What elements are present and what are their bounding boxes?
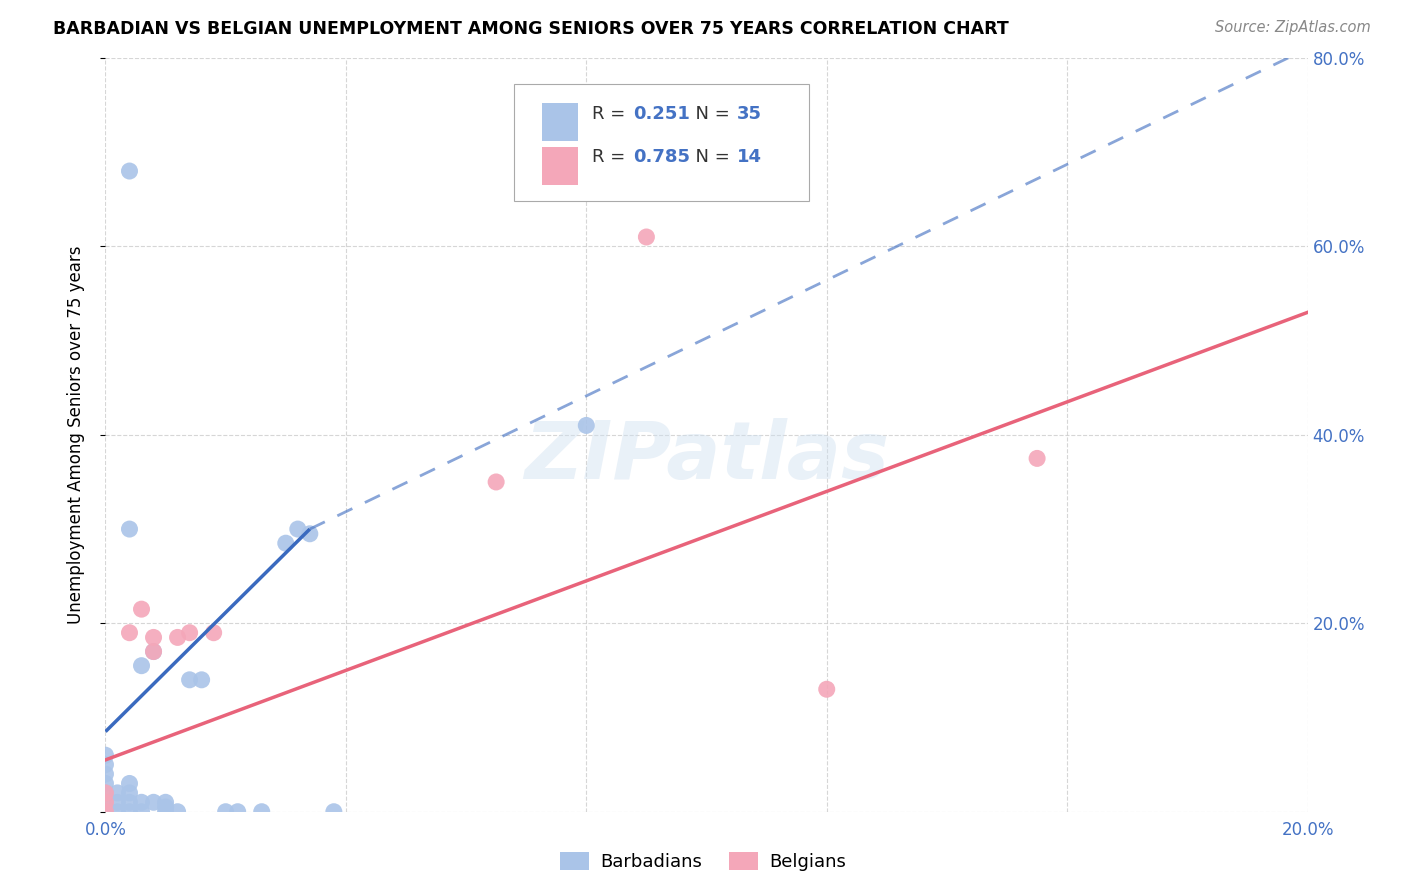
Point — [94, 748, 117, 763]
Point — [118, 805, 141, 819]
Text: Source: ZipAtlas.com: Source: ZipAtlas.com — [1215, 20, 1371, 35]
Point — [142, 644, 165, 658]
Point — [107, 795, 129, 809]
Point — [118, 522, 141, 536]
Point — [142, 644, 165, 658]
Point — [131, 658, 153, 673]
Point — [226, 805, 249, 819]
Point — [179, 625, 201, 640]
Point — [131, 602, 153, 616]
Point — [94, 805, 117, 819]
Point — [94, 776, 117, 790]
Y-axis label: Unemployment Among Seniors over 75 years: Unemployment Among Seniors over 75 years — [66, 245, 84, 624]
Point — [94, 786, 117, 800]
Text: BARBADIAN VS BELGIAN UNEMPLOYMENT AMONG SENIORS OVER 75 YEARS CORRELATION CHART: BARBADIAN VS BELGIAN UNEMPLOYMENT AMONG … — [53, 20, 1010, 37]
Point — [94, 795, 117, 809]
FancyBboxPatch shape — [541, 103, 578, 141]
Text: N =: N = — [683, 104, 735, 123]
Point — [274, 536, 297, 550]
Point — [636, 230, 658, 244]
Point — [131, 805, 153, 819]
Point — [322, 805, 344, 819]
Point — [485, 475, 508, 489]
FancyBboxPatch shape — [541, 147, 578, 185]
Point — [118, 625, 141, 640]
Point — [214, 805, 236, 819]
Point — [94, 795, 117, 809]
Point — [155, 805, 177, 819]
Text: 35: 35 — [737, 104, 762, 123]
Point — [155, 795, 177, 809]
FancyBboxPatch shape — [515, 85, 808, 202]
Text: R =: R = — [592, 104, 631, 123]
Text: 14: 14 — [737, 148, 762, 167]
Point — [107, 786, 129, 800]
Point — [287, 522, 309, 536]
Point — [155, 800, 177, 814]
Point — [142, 795, 165, 809]
Point — [94, 805, 117, 819]
Point — [166, 805, 188, 819]
Legend: Barbadians, Belgians: Barbadians, Belgians — [553, 845, 853, 879]
Point — [107, 805, 129, 819]
Text: 0.785: 0.785 — [633, 148, 690, 167]
Text: R =: R = — [592, 148, 631, 167]
Point — [179, 673, 201, 687]
Point — [118, 795, 141, 809]
Point — [118, 776, 141, 790]
Point — [250, 805, 273, 819]
Point — [298, 526, 321, 541]
Point — [1026, 451, 1049, 466]
Point — [202, 625, 225, 640]
Point — [142, 631, 165, 645]
Point — [94, 767, 117, 781]
Text: ZIPatlas: ZIPatlas — [524, 418, 889, 497]
Point — [190, 673, 212, 687]
Point — [166, 631, 188, 645]
Point — [815, 682, 838, 697]
Text: N =: N = — [683, 148, 735, 167]
Point — [131, 795, 153, 809]
Point — [94, 757, 117, 772]
Point — [118, 164, 141, 178]
Point — [575, 418, 598, 433]
Point — [118, 786, 141, 800]
Point — [94, 786, 117, 800]
Text: 0.251: 0.251 — [633, 104, 690, 123]
